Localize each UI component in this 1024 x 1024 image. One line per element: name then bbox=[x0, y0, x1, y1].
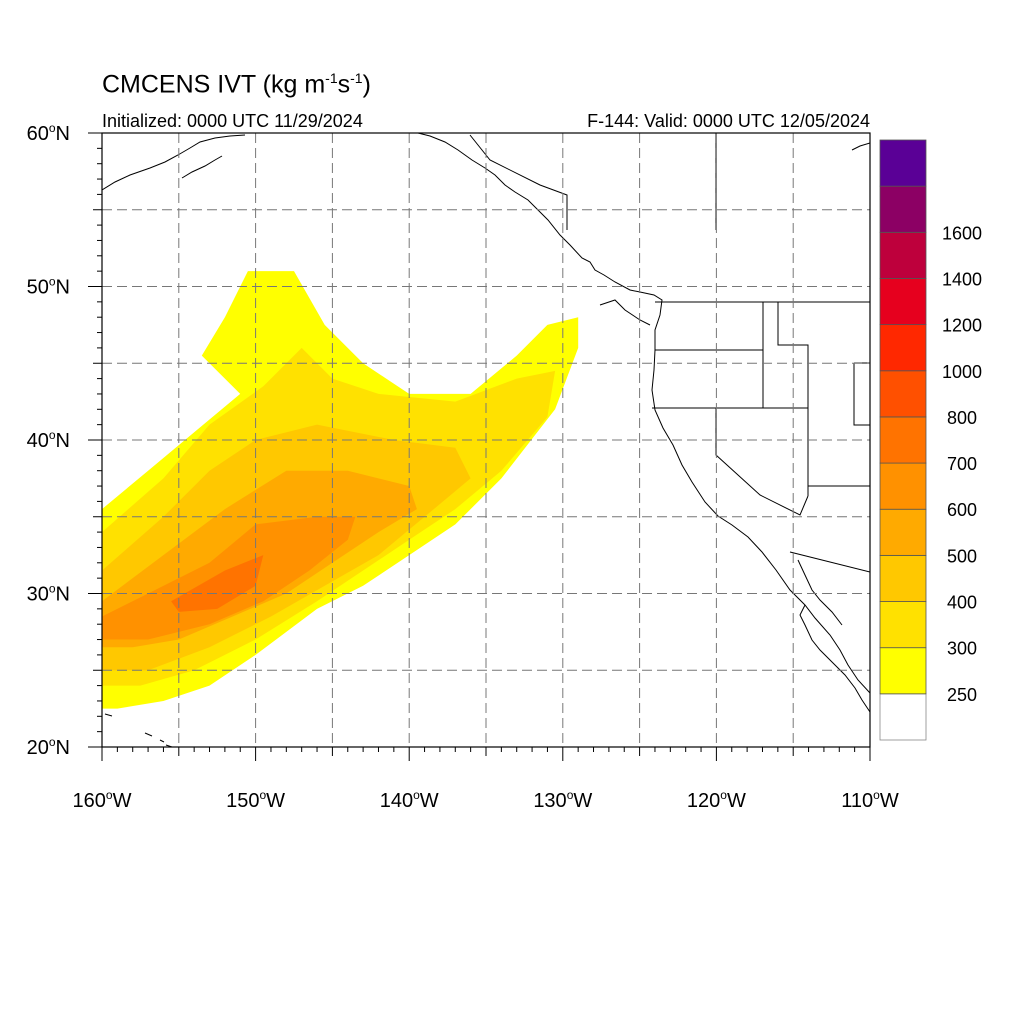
baja-peninsula bbox=[799, 604, 870, 713]
colorbar-label: 700 bbox=[947, 454, 977, 474]
colorbar-label: 300 bbox=[947, 639, 977, 659]
colorbar-box bbox=[879, 693, 927, 741]
colorbar-box bbox=[879, 278, 927, 326]
lat-label: 20oN bbox=[27, 735, 70, 759]
lon-label: 130oW bbox=[533, 788, 592, 812]
lon-label: 110oW bbox=[841, 788, 899, 812]
colorbar-box bbox=[879, 185, 927, 233]
ivt-colorbar: 250 300 400 500 600 700 800 1000 1200 1400 1600 bbox=[879, 139, 982, 741]
lat-label: 40oN bbox=[27, 428, 70, 452]
axis-labels: 160oW 150oW 140oW 130oW 120oW 110oW 60oN 50oN 40… bbox=[27, 121, 899, 812]
colorbar-box bbox=[879, 416, 927, 464]
north-america-coastline bbox=[417, 133, 870, 694]
colorbar-box bbox=[879, 324, 927, 372]
colorbar-label: 1200 bbox=[942, 316, 982, 336]
coastline bbox=[102, 133, 870, 747]
lat-label: 50oN bbox=[27, 275, 70, 299]
colorbar-box bbox=[879, 462, 927, 510]
lat-label: 30oN bbox=[27, 582, 70, 606]
lat-label: 60oN bbox=[27, 121, 70, 145]
lon-label: 160oW bbox=[73, 788, 132, 812]
colorbar-label: 400 bbox=[947, 593, 977, 613]
colorbar-box bbox=[879, 139, 927, 187]
ivt-field bbox=[102, 271, 579, 709]
lon-label: 140oW bbox=[380, 788, 439, 812]
state-borders bbox=[652, 133, 870, 573]
lat-lon-grid bbox=[102, 133, 870, 747]
colorbar-label: 1000 bbox=[942, 362, 982, 382]
colorbar-box bbox=[879, 370, 927, 418]
lon-label: 120oW bbox=[687, 788, 746, 812]
colorbar-label: 500 bbox=[947, 546, 977, 566]
colorbar-box bbox=[879, 554, 927, 602]
alaska-islands bbox=[181, 155, 223, 179]
hawaii-islands bbox=[104, 713, 173, 747]
alaska-coast bbox=[102, 134, 246, 191]
colorbar-box bbox=[879, 601, 927, 649]
island-group bbox=[599, 299, 651, 326]
canada-coast bbox=[851, 142, 870, 151]
lon-label: 150oW bbox=[226, 788, 285, 812]
initialized-label: Initialized: 0000 UTC 11/29/2024 bbox=[102, 111, 363, 131]
colorbar-label: 1600 bbox=[942, 223, 982, 243]
colorbar-label: 600 bbox=[947, 500, 977, 520]
map-title: CMCENS IVT (kg m-1s-1) bbox=[102, 70, 371, 99]
alaska-canada-border bbox=[469, 134, 568, 230]
colorbar-box bbox=[879, 231, 927, 279]
colorbar-box bbox=[879, 647, 927, 695]
colorbar-label: 250 bbox=[947, 685, 977, 705]
ivt-contour-700 bbox=[171, 555, 264, 612]
axis-ticks bbox=[88, 132, 871, 761]
gulf-of-california bbox=[797, 559, 843, 626]
colorbar-label: 1400 bbox=[942, 269, 982, 289]
colorbar-label: 800 bbox=[947, 408, 977, 428]
valid-time-label: F-144: Valid: 0000 UTC 12/05/2024 bbox=[587, 111, 870, 131]
colorbar-box bbox=[879, 508, 927, 556]
